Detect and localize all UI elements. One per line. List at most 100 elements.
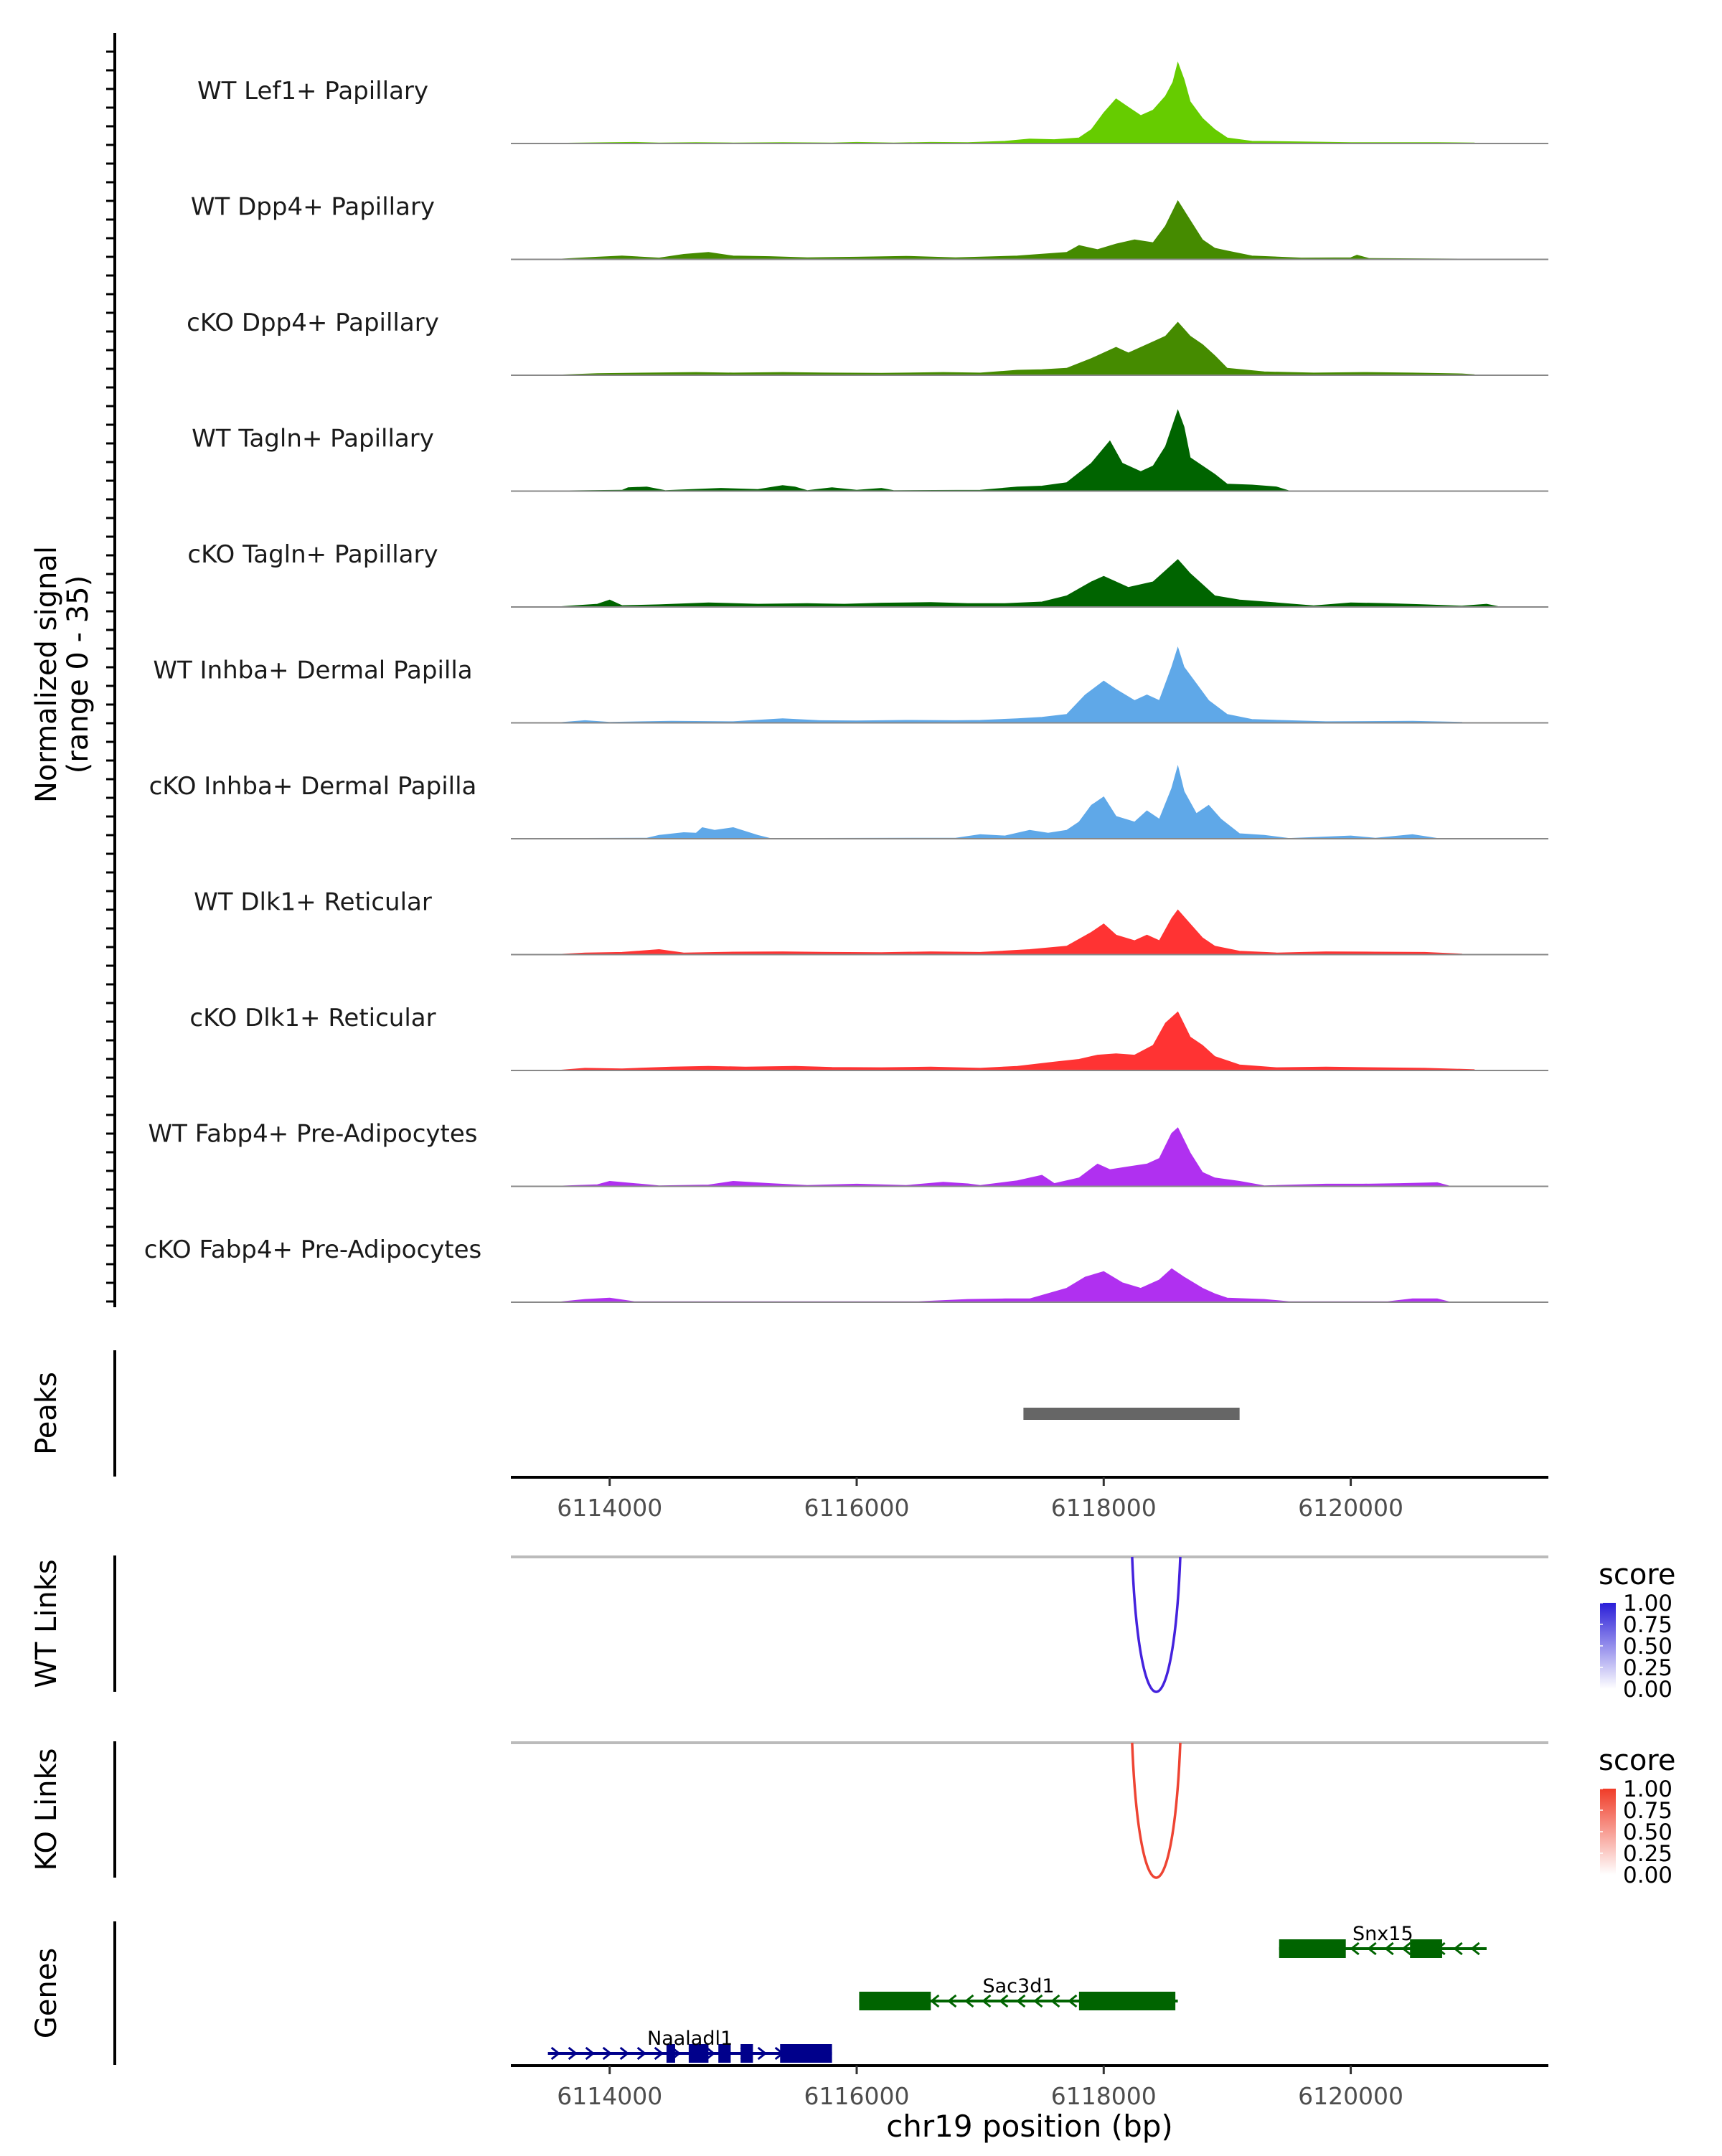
strand-arrow bbox=[982, 1994, 992, 2008]
legend-tick-label: 1.00 bbox=[1623, 1776, 1672, 1802]
strand-arrow bbox=[636, 2046, 647, 2061]
coverage-ylabel-line1: Normalized signal bbox=[30, 546, 63, 803]
coverage-track: WT Lef1+ Papillary bbox=[197, 61, 1548, 144]
track-label: cKO Fabp4+ Pre-Adipocytes bbox=[144, 1235, 482, 1264]
x-tick-label: 6118000 bbox=[1051, 2082, 1157, 2110]
legend-tick-label: 0.75 bbox=[1623, 1798, 1672, 1824]
coverage-track: cKO Dpp4+ Papillary bbox=[187, 309, 1548, 376]
x-tick-label: 6114000 bbox=[557, 2082, 662, 2110]
strand-arrow bbox=[1401, 1941, 1411, 1956]
track-label: WT Dpp4+ Papillary bbox=[191, 193, 435, 222]
x-tick-label: 6120000 bbox=[1298, 2082, 1403, 2110]
track-label: cKO Dpp4+ Papillary bbox=[187, 309, 439, 337]
coverage-track: WT Dpp4+ Papillary bbox=[191, 193, 1548, 260]
legend-tick-label: 0.00 bbox=[1623, 1863, 1672, 1888]
strand-arrow bbox=[1384, 1941, 1394, 1956]
link-track-label: WT Links bbox=[30, 1559, 63, 1687]
gene-models: Snx15 Sac3d1 Naaladl1 bbox=[547, 1923, 1487, 2063]
legend-title: score bbox=[1599, 1558, 1675, 1591]
x-tick-label: 6118000 bbox=[1051, 1494, 1157, 1522]
legend-tick-label: 0.25 bbox=[1623, 1655, 1672, 1681]
strand-arrow bbox=[1033, 1994, 1043, 2008]
peak-region bbox=[1023, 1408, 1240, 1420]
coverage-track: cKO Tagln+ Papillary bbox=[187, 540, 1548, 608]
legend-tick-label: 1.00 bbox=[1623, 1591, 1672, 1616]
gene-exon bbox=[859, 1992, 931, 2010]
coverage-track: WT Inhba+ Dermal Papilla bbox=[153, 646, 1548, 724]
signal-area bbox=[560, 646, 1462, 723]
coverage-track: cKO Inhba+ Dermal Papilla bbox=[149, 765, 1548, 839]
legend-tick-label: 0.00 bbox=[1623, 1677, 1672, 1703]
track-label: WT Inhba+ Dermal Papilla bbox=[153, 656, 472, 685]
signal-area bbox=[560, 1268, 1450, 1303]
link-arc bbox=[1131, 1556, 1182, 1693]
strand-arrow bbox=[585, 2046, 596, 2061]
gene-exon bbox=[740, 2044, 753, 2063]
signal-area bbox=[560, 559, 1500, 608]
signal-area bbox=[560, 909, 1462, 955]
signal-area bbox=[560, 765, 1438, 839]
track-label: cKO Dlk1+ Reticular bbox=[189, 1004, 436, 1032]
x-axis-label: chr19 position (bp) bbox=[886, 2109, 1173, 2144]
track-label: WT Dlk1+ Reticular bbox=[194, 888, 432, 917]
legend-tick-label: 0.50 bbox=[1623, 1820, 1672, 1845]
gene-exon bbox=[1279, 1939, 1346, 1958]
gene-name-label: Snx15 bbox=[1352, 1923, 1413, 1945]
x-tick-label: 6120000 bbox=[1298, 1494, 1403, 1522]
strand-arrow bbox=[1350, 1941, 1360, 1956]
strand-arrow bbox=[550, 2046, 561, 2061]
x-axis-ticks-upper: 6114000 6116000 6118000 6120000 bbox=[557, 1477, 1403, 1522]
legend-title: score bbox=[1599, 1744, 1675, 1777]
x-tick-label: 6114000 bbox=[557, 1494, 662, 1522]
legend-colorbar bbox=[1600, 1603, 1616, 1689]
strand-arrow bbox=[1016, 1994, 1026, 2008]
strand-arrow bbox=[1068, 1994, 1078, 2008]
strand-arrow bbox=[1367, 1941, 1377, 1956]
gene-name-label: Sac3d1 bbox=[982, 1975, 1054, 1997]
peaks-label: Peaks bbox=[30, 1372, 63, 1455]
strand-arrow bbox=[619, 2046, 630, 2061]
track-label: WT Fabp4+ Pre-Adipocytes bbox=[149, 1120, 478, 1149]
strand-arrow bbox=[705, 2046, 716, 2061]
coverage-track: WT Tagln+ Papillary bbox=[192, 409, 1548, 492]
gene-model: Sac3d1 bbox=[859, 1975, 1178, 2010]
coverage-track: cKO Dlk1+ Reticular bbox=[189, 1004, 1548, 1071]
strand-arrow bbox=[964, 1994, 974, 2008]
coverage-y-ticks bbox=[106, 50, 115, 1303]
x-tick-label: 6116000 bbox=[804, 2082, 910, 2110]
strand-arrow bbox=[999, 1994, 1009, 2008]
coverage-tracks: WT Lef1+ Papillary WT Dpp4+ Papillary cKO … bbox=[144, 61, 1548, 1303]
coverage-track: WT Fabp4+ Pre-Adipocytes bbox=[149, 1120, 1548, 1187]
signal-area bbox=[560, 409, 1475, 491]
genes-label: Genes bbox=[30, 1948, 63, 2038]
strand-arrow bbox=[654, 2046, 664, 2061]
track-label: WT Lef1+ Papillary bbox=[197, 77, 428, 105]
legend-colorbar bbox=[1600, 1789, 1616, 1875]
gene-exon bbox=[780, 2044, 832, 2063]
x-tick-label: 6116000 bbox=[804, 1494, 910, 1522]
strand-arrow bbox=[1470, 1941, 1480, 1956]
gene-exon bbox=[718, 2044, 731, 2063]
legend-tick-label: 0.50 bbox=[1623, 1634, 1672, 1660]
strand-arrow bbox=[1050, 1994, 1060, 2008]
track-label: cKO Inhba+ Dermal Papilla bbox=[149, 772, 477, 801]
gene-exon bbox=[1078, 1992, 1176, 2010]
signal-area bbox=[560, 61, 1475, 144]
peak-regions bbox=[1023, 1408, 1240, 1420]
strand-arrow bbox=[947, 1994, 957, 2008]
gene-model: Snx15 bbox=[1279, 1923, 1487, 1958]
strand-arrow bbox=[930, 1994, 940, 2008]
legend-tick-label: 0.25 bbox=[1623, 1841, 1672, 1867]
gene-exon bbox=[688, 2044, 709, 2063]
gene-name-label: Naaladl1 bbox=[647, 2028, 733, 2050]
signal-area bbox=[560, 199, 1475, 260]
signal-area bbox=[560, 321, 1475, 376]
strand-arrow bbox=[757, 2046, 768, 2061]
gene-exon bbox=[666, 2044, 675, 2063]
x-axis-ticks-lower: 6114000 6116000 6118000 6120000 bbox=[557, 2066, 1403, 2110]
coverage-ylabel-line2: (range 0 - 35) bbox=[62, 575, 95, 773]
